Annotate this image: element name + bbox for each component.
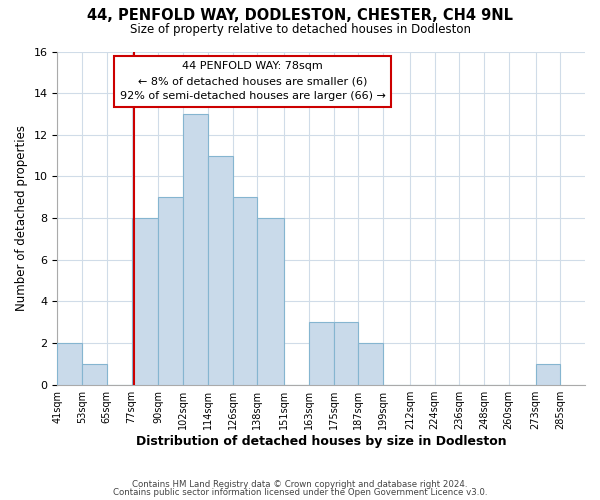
Bar — [58, 343, 82, 384]
Bar — [334, 322, 358, 384]
Bar — [183, 114, 208, 384]
Bar — [233, 198, 257, 384]
Text: 44 PENFOLD WAY: 78sqm
← 8% of detached houses are smaller (6)
92% of semi-detach: 44 PENFOLD WAY: 78sqm ← 8% of detached h… — [119, 62, 386, 101]
Text: Size of property relative to detached houses in Dodleston: Size of property relative to detached ho… — [130, 22, 470, 36]
Text: 44, PENFOLD WAY, DODLESTON, CHESTER, CH4 9NL: 44, PENFOLD WAY, DODLESTON, CHESTER, CH4… — [87, 8, 513, 22]
X-axis label: Distribution of detached houses by size in Dodleston: Distribution of detached houses by size … — [136, 434, 506, 448]
Bar — [358, 343, 383, 384]
Bar — [158, 198, 183, 384]
Text: Contains public sector information licensed under the Open Government Licence v3: Contains public sector information licen… — [113, 488, 487, 497]
Bar — [82, 364, 107, 384]
Y-axis label: Number of detached properties: Number of detached properties — [15, 125, 28, 311]
Text: Contains HM Land Registry data © Crown copyright and database right 2024.: Contains HM Land Registry data © Crown c… — [132, 480, 468, 489]
Bar — [131, 218, 158, 384]
Bar — [309, 322, 334, 384]
Bar — [208, 156, 233, 384]
Bar — [257, 218, 284, 384]
Bar — [536, 364, 560, 384]
